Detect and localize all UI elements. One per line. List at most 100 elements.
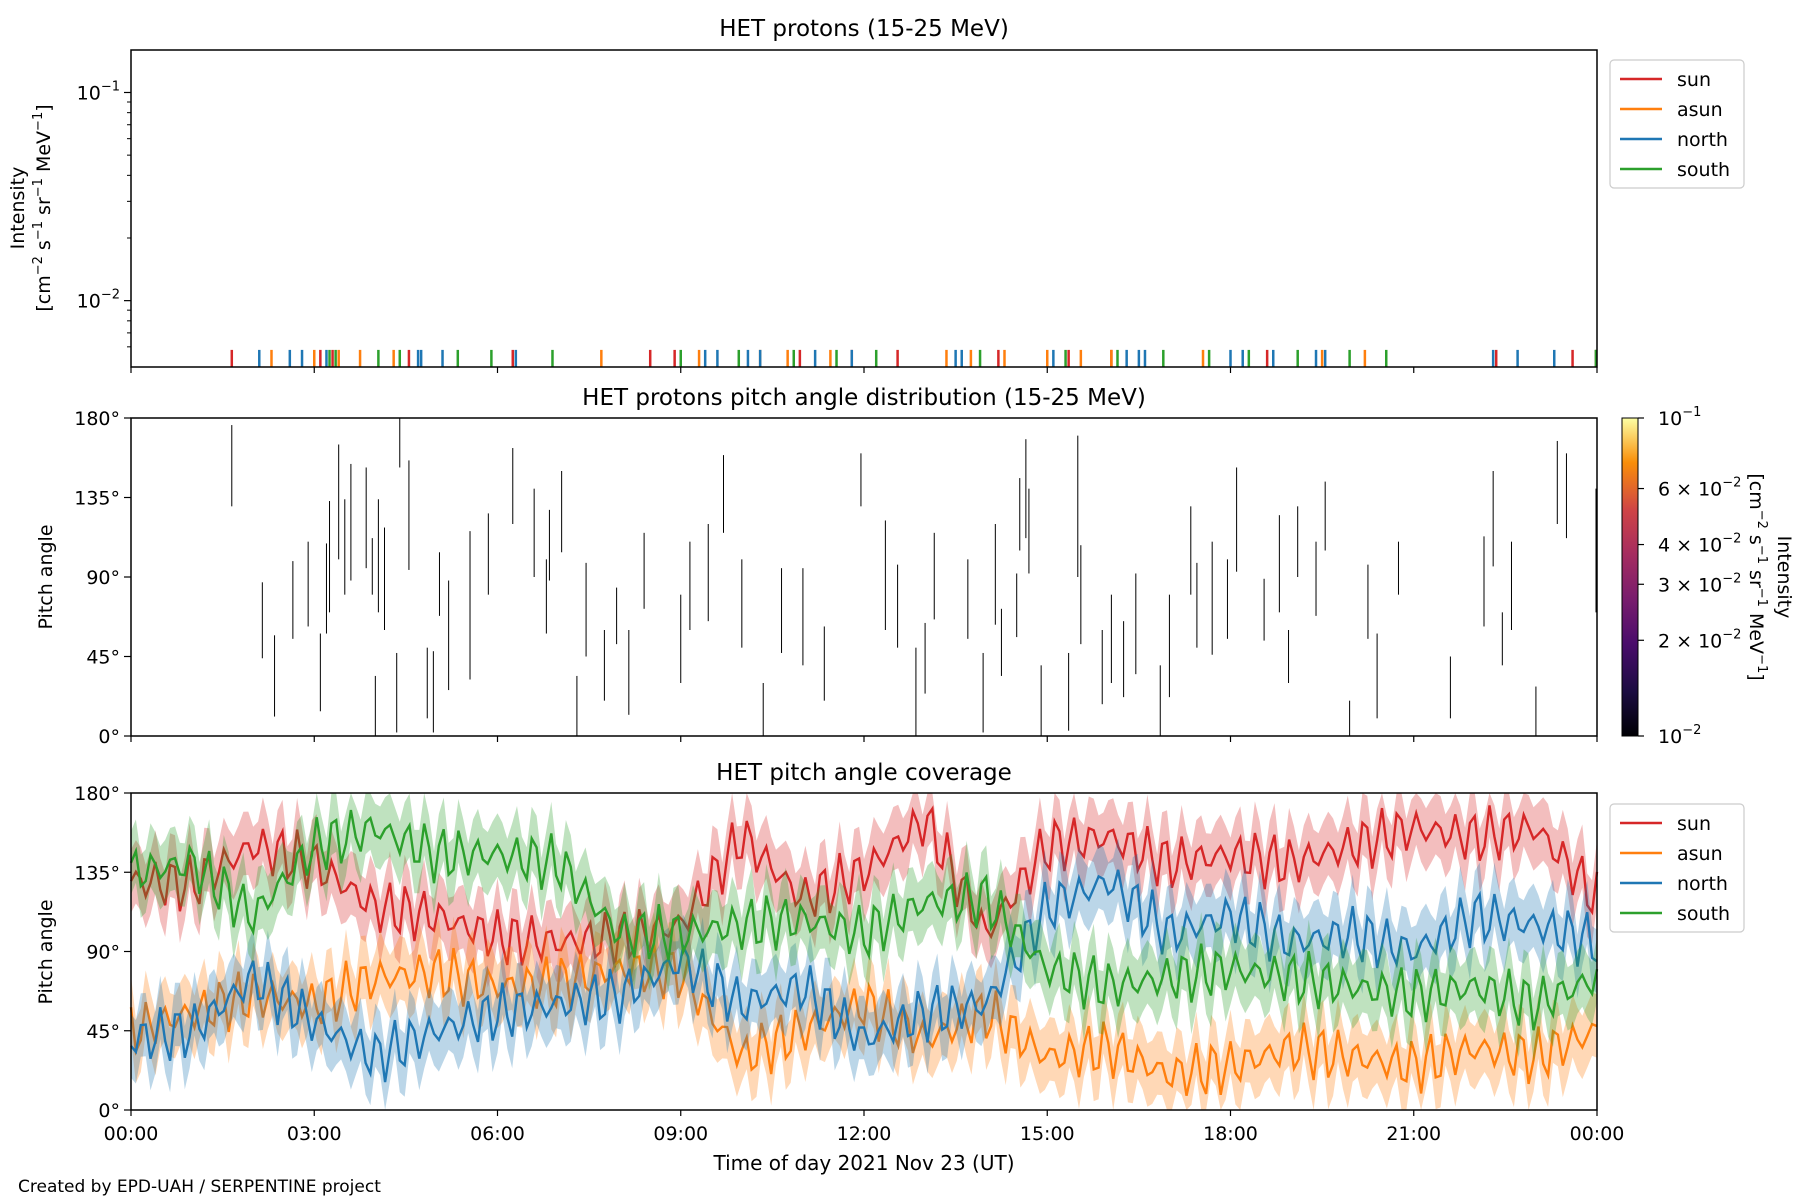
colorbar-tick-label: 6 × 10−2 [1658,476,1741,501]
panel-3-y-axis: 0° 45° 90° 135° 180° [74,783,131,1122]
unit-exp: −2 [31,256,46,275]
tick-base: 10 [1658,726,1682,748]
y-tick-label: 45° [86,1021,120,1043]
unit-part: MeV [1745,607,1767,654]
tick-exp: −2 [1722,532,1741,547]
tick-base: 3 × 10 [1658,574,1722,596]
panel-1-frame [130,49,1598,368]
coverage-series [129,793,1599,1110]
legend-box [1609,59,1745,189]
unit-part: MeV [33,131,55,178]
tick-exp: −1 [101,79,120,94]
x-tick-label: 09:00 [653,1123,708,1145]
x-tick-label: 18:00 [1203,1123,1258,1145]
tick-base: 10 [77,291,101,313]
y-tick-label: 10−1 [77,79,120,104]
panel-2-title: HET protons pitch angle distribution (15… [582,385,1146,411]
x-tick-label: 15:00 [1020,1123,1075,1145]
legend-label-sun: sun [1677,813,1711,835]
legend-bottom: sun asun north south [1609,803,1745,933]
tick-exp: −2 [1682,723,1701,738]
coverage-band-asun [131,911,1597,1110]
legend-label-asun: asun [1677,99,1723,121]
y-tick-label: 10−2 [77,288,120,313]
unit-exp: −1 [31,112,46,131]
tick-base: 10 [77,82,101,104]
y-tick-label: 0° [98,1100,120,1122]
legend-label-south: south [1677,903,1730,925]
coverage-line-asun [129,943,1598,1096]
panel-1-ylabel-unit: [cm−2 s−1 sr−1 MeV−1] [31,104,55,311]
unit-part: sr [1745,564,1767,588]
colorbar-label: Intensity [1773,536,1795,619]
colorbar-ticks: 10−16 × 10−24 × 10−23 × 10−22 × 10−210−2 [1638,405,1741,748]
panel-2-y-axis: 0° 45° 90° 135° 180° [74,408,131,748]
unit-exp: −1 [1754,588,1769,607]
x-tick-label: 12:00 [837,1123,892,1145]
unit-exp: −1 [1754,654,1769,673]
coverage-line-north [130,869,1598,1083]
coverage-line-sun [129,805,1599,968]
tick-base: 6 × 10 [1658,479,1722,501]
legend-label-north: north [1677,873,1728,895]
x-tick-label: 06:00 [470,1123,525,1145]
y-tick-label: 180° [74,408,120,430]
unit-part: s [1745,529,1767,545]
colorbar [1621,417,1639,737]
y-tick-label: 0° [98,726,120,748]
panel-1-x-ticks [130,367,1598,373]
tick-base: 4 × 10 [1658,535,1722,557]
legend-label-sun: sun [1677,69,1711,91]
footer-credit: Created by EPD-UAH / SERPENTINE project [18,1177,381,1197]
panel-2-ylabel: Pitch angle [35,524,57,629]
tick-exp: −2 [101,288,120,303]
y-tick-label: 135° [74,488,120,510]
colorbar-tick-label: 10−2 [1658,723,1701,748]
unit-part: [cm [33,275,55,311]
unit-part: s [33,240,55,256]
legend-label-south: south [1677,159,1730,181]
panel-1-ylabel: Intensity [7,167,29,250]
unit-exp: −1 [31,178,46,197]
unit-exp: −2 [1754,510,1769,529]
y-tick-label: 135° [74,862,120,884]
colorbar-tick-label: 3 × 10−2 [1658,571,1741,596]
y-tick-label: 180° [74,783,120,805]
panel-1-title: HET protons (15-25 MeV) [719,16,1009,42]
unit-part: ] [33,104,55,111]
panel-pad: HET protons pitch angle distribution (15… [35,385,1795,748]
coverage-band-north [131,838,1597,1110]
panel-1-ylabel-line1: Intensity [7,167,29,250]
x-tick-label: 00:00 [1570,1123,1625,1145]
legend-box [1609,803,1745,933]
coverage-line-south [129,809,1599,1031]
y-tick-label: 45° [86,647,120,669]
legend-label-asun: asun [1677,843,1723,865]
panel-1-y-axis: 10−110−2 [77,79,131,348]
unit-exp: −1 [1754,545,1769,564]
unit-exp: −1 [31,221,46,240]
colorbar-tick-label: 2 × 10−2 [1658,627,1741,652]
colorbar-unit: [cm−2 s−1 sr−1 MeV−1] [1745,473,1769,680]
legend-top: sun asun north south [1609,59,1745,189]
panel-intensity: HET protons (15-25 MeV) 10−110−2 Intensi… [7,16,1745,373]
unit-part: ] [1745,673,1767,680]
pad-strokes [231,418,1597,736]
panel-3-ylabel: Pitch angle [35,899,57,1004]
panel-2-x-ticks [130,736,1598,742]
tick-base: 10 [1658,408,1682,430]
x-tick-label: 00:00 [104,1123,159,1145]
colorbar-tick-label: 4 × 10−2 [1658,532,1741,557]
unit-part: [cm [1745,473,1767,509]
x-tick-label: 03:00 [287,1123,342,1145]
panel-coverage: HET pitch angle coverage 0° 45° 90° 135° 180… [35,760,1745,1145]
colorbar-tick-label: 10−1 [1658,405,1701,430]
unit-part: sr [33,197,55,221]
tick-base: 2 × 10 [1658,630,1722,652]
coverage-band-south [131,793,1597,1062]
legend-label-north: north [1677,129,1728,151]
y-tick-label: 90° [86,942,120,964]
panel-3-title: HET pitch angle coverage [716,760,1012,786]
x-tick-label: 21:00 [1386,1123,1441,1145]
